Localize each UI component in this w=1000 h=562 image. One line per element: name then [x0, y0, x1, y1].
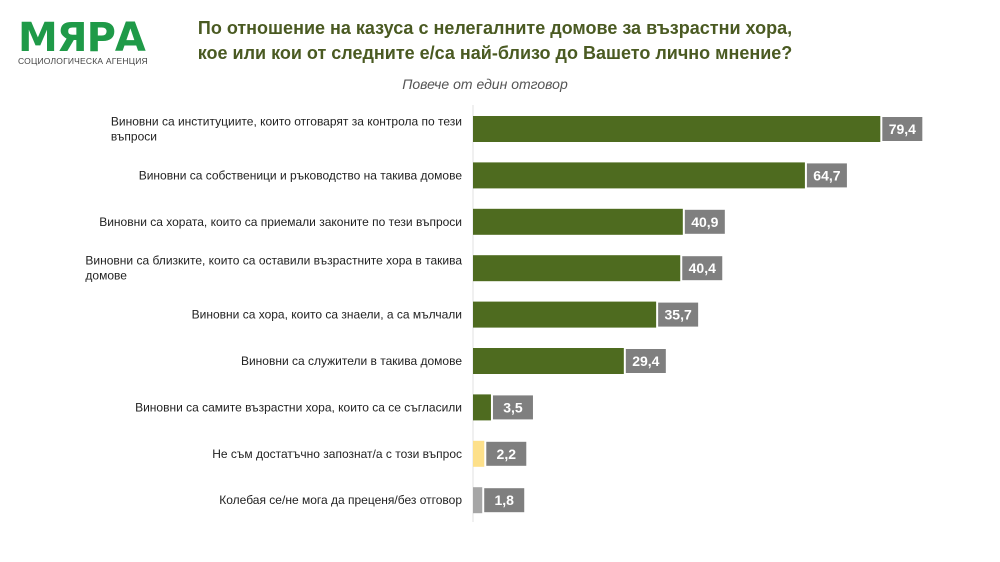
category-label: въпроси — [111, 130, 157, 144]
data-label-box — [492, 395, 533, 420]
bar — [473, 162, 805, 189]
bar — [473, 301, 657, 328]
title-line-1: По отношение на казуса с нелегалните дом… — [197, 18, 793, 38]
category-label: Виновни са близките, които са оставили в… — [85, 254, 462, 268]
category-label: Виновни са самите възрастни хора, които … — [135, 400, 462, 414]
data-label: 40,9 — [691, 214, 718, 230]
data-label-box — [658, 302, 699, 327]
data-label-box — [484, 488, 525, 513]
category-label: Виновни са институциите, които отговарят… — [111, 115, 462, 129]
title-line-2: кое или кои от следните е/са най-близо д… — [197, 43, 793, 63]
bar — [473, 487, 483, 514]
logo: МЯРА СОЦИОЛОГИЧЕСКА АГЕНЦИЯ — [18, 18, 148, 66]
category-label: домове — [85, 269, 127, 283]
bar — [473, 255, 681, 282]
data-label: 1,8 — [494, 492, 514, 508]
bar — [473, 116, 881, 142]
bar — [473, 440, 485, 467]
data-label-box — [806, 163, 847, 188]
chart-subtitle: Повече от един отговор — [402, 76, 568, 92]
data-label: 3,5 — [503, 399, 523, 415]
bar — [473, 208, 683, 235]
data-label: 29,4 — [632, 353, 659, 369]
data-label: 64,7 — [813, 167, 840, 183]
bar — [473, 394, 491, 421]
category-label: Виновни са хора, които са знаели, а са м… — [192, 308, 462, 322]
data-label-box — [684, 209, 725, 234]
logo-name: МЯРА — [18, 15, 146, 61]
category-label: Виновни са собственици и ръководство на … — [139, 168, 463, 182]
data-label-box — [682, 256, 723, 281]
logo-subtitle: СОЦИОЛОГИЧЕСКА АГЕНЦИЯ — [18, 56, 148, 66]
data-label: 40,4 — [689, 260, 716, 276]
category-label: Не съм достатъчно запознат/а с този въпр… — [212, 447, 462, 461]
data-label-box — [486, 441, 527, 466]
data-label-box — [882, 117, 923, 141]
data-label-box — [625, 349, 666, 373]
chart-title: По отношение на казуса с нелегалните дом… — [170, 16, 820, 66]
bar — [473, 348, 624, 374]
category-label: Виновни са служители в такива домове — [241, 354, 462, 368]
data-label: 35,7 — [665, 307, 692, 323]
category-label: Колебая се/не мога да преценя/без отгово… — [219, 493, 462, 507]
data-label: 2,2 — [497, 446, 517, 462]
data-label: 79,4 — [889, 121, 916, 137]
category-label: Виновни са хората, които са приемали зак… — [99, 215, 462, 229]
